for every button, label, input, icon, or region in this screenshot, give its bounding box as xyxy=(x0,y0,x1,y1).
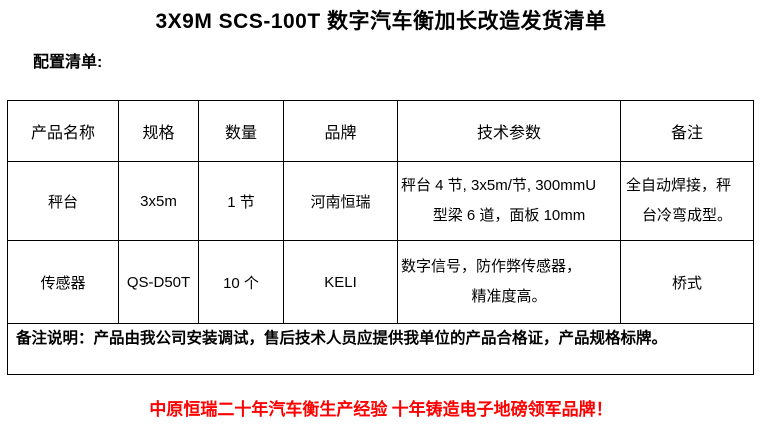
shipping-list-table: 产品名称 规格 数量 品牌 技术参数 备注 秤台 3x5m 1 节 河南恒瑞 秤… xyxy=(7,100,754,375)
column-header-quantity: 数量 xyxy=(198,100,284,162)
cell-tech-line-1: 数字信号，防作弊传感器， xyxy=(401,258,582,275)
footnote-text: 备注说明：产品由我公司安装调试，售后技术人员应提供我单位的产品合格证，产品规格标… xyxy=(7,323,754,375)
cell-quantity: 10 个 xyxy=(198,240,284,324)
company-slogan: 中原恒瑞二十年汽车衡生产经验 十年铸造电子地磅领军品牌！ xyxy=(149,400,613,419)
column-header-tech-parameters: 技术参数 xyxy=(397,100,621,162)
cell-tech-parameters: 秤台 4 节, 3x5m/节, 300mmU 型梁 6 道，面板 10mm xyxy=(397,161,621,241)
cell-brand: KELI xyxy=(283,240,398,324)
cell-tech-line-1: 秤台 4 节, 3x5m/节, 300mmU xyxy=(401,177,597,194)
column-header-specification: 规格 xyxy=(118,100,199,162)
cell-tech-line-2: 精准度高。 xyxy=(471,288,547,305)
page-title: 3X9M SCS-100T 数字汽车衡加长改造发货清单 xyxy=(155,10,607,33)
column-header-remarks: 备注 xyxy=(620,100,754,162)
column-header-product-name: 产品名称 xyxy=(7,100,119,162)
table-row: 秤台 3x5m 1 节 河南恒瑞 秤台 4 节, 3x5m/节, 300mmU … xyxy=(7,161,754,241)
cell-remarks-line-1: 全自动焊接，秤 xyxy=(626,177,732,194)
cell-product-name: 秤台 xyxy=(7,161,119,241)
column-header-brand: 品牌 xyxy=(283,100,398,162)
cell-specification: QS-D50T xyxy=(118,240,199,324)
table-row: 传感器 QS-D50T 10 个 KELI 数字信号，防作弊传感器， 精准度高。… xyxy=(7,240,754,324)
cell-tech-line-2: 型梁 6 道，面板 10mm xyxy=(432,207,586,224)
cell-remarks: 桥式 xyxy=(620,240,754,324)
table-footnote-row: 备注说明：产品由我公司安装调试，售后技术人员应提供我单位的产品合格证，产品规格标… xyxy=(7,323,754,375)
cell-tech-parameters: 数字信号，防作弊传感器， 精准度高。 xyxy=(397,240,621,324)
cell-remarks: 全自动焊接，秤 台冷弯成型。 xyxy=(620,161,754,241)
cell-quantity: 1 节 xyxy=(198,161,284,241)
cell-product-name: 传感器 xyxy=(7,240,119,324)
table-header-row: 产品名称 规格 数量 品牌 技术参数 备注 xyxy=(7,100,754,162)
cell-remarks-line-2: 台冷弯成型。 xyxy=(641,207,732,224)
cell-brand: 河南恒瑞 xyxy=(283,161,398,241)
cell-specification: 3x5m xyxy=(118,161,199,241)
config-list-label: 配置清单: xyxy=(33,54,103,71)
